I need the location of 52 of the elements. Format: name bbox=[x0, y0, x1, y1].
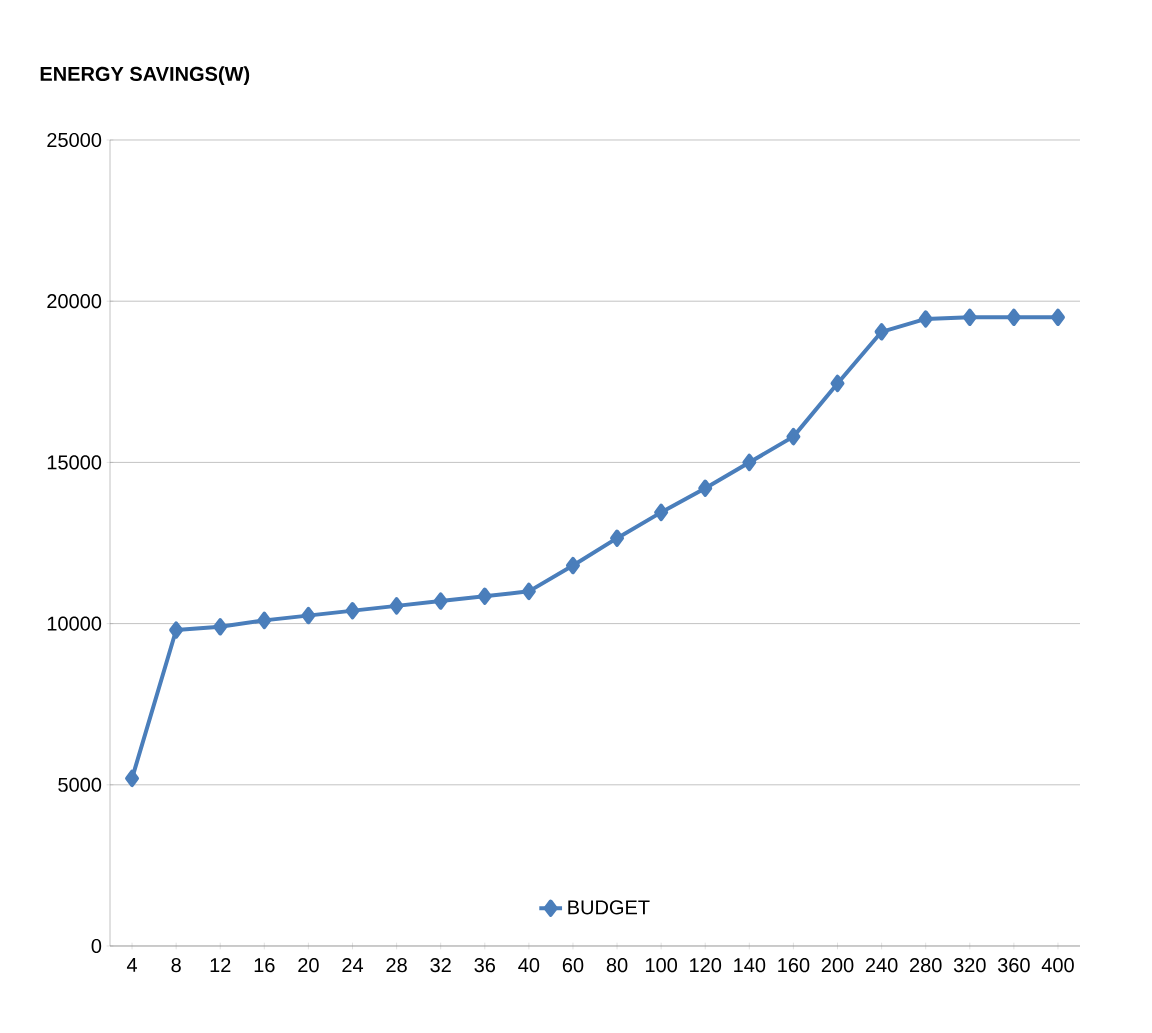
x-tick-label: 80 bbox=[606, 958, 628, 973]
x-tick-label: 4 bbox=[126, 958, 138, 972]
point bbox=[125, 769, 140, 788]
point bbox=[257, 611, 272, 630]
x-tick-label: 100 bbox=[645, 958, 678, 973]
point bbox=[962, 308, 977, 326]
point bbox=[521, 582, 536, 601]
y-tick-label: 15000 bbox=[47, 455, 102, 470]
y-tick-label: 10000 bbox=[47, 616, 102, 631]
point bbox=[874, 323, 889, 341]
point bbox=[1006, 308, 1021, 326]
point bbox=[610, 529, 625, 547]
x-tick-label: 12 bbox=[210, 958, 231, 973]
point bbox=[565, 556, 580, 575]
x-tick-label: 16 bbox=[254, 958, 275, 973]
x-tick-label: 120 bbox=[690, 958, 722, 973]
x-tick-label: 60 bbox=[562, 958, 584, 973]
point bbox=[786, 427, 801, 446]
point bbox=[345, 602, 360, 620]
x-tick-label: 280 bbox=[910, 958, 942, 973]
x-tick-label: 200 bbox=[821, 958, 854, 973]
x-tick-label: 36 bbox=[474, 958, 496, 973]
point bbox=[918, 310, 933, 328]
y-tick-label: 0 bbox=[91, 938, 102, 954]
point bbox=[1050, 308, 1065, 326]
x-tick-label: 40 bbox=[518, 958, 540, 973]
point bbox=[389, 597, 404, 615]
point bbox=[654, 503, 669, 522]
y-tick-label: 5000 bbox=[58, 777, 102, 792]
y-tick-label: 20000 bbox=[47, 294, 102, 309]
point bbox=[830, 374, 845, 393]
point bbox=[213, 618, 228, 636]
x-tick-label: 400 bbox=[1041, 958, 1074, 973]
x-tick-label: 360 bbox=[997, 958, 1030, 973]
chart-title: ENERGY SAVINGS(W) bbox=[40, 66, 250, 85]
x-tick-label: 160 bbox=[778, 958, 810, 973]
x-tick-label: 140 bbox=[734, 958, 766, 973]
y-tick-label: 25000 bbox=[47, 132, 102, 148]
x-tick-label: 320 bbox=[953, 958, 986, 973]
x-tick-label: 28 bbox=[386, 958, 407, 973]
point bbox=[477, 587, 492, 605]
x-tick-label: 32 bbox=[430, 958, 451, 973]
x-tick-label: 8 bbox=[171, 958, 181, 973]
point bbox=[169, 621, 184, 639]
legend-label: BUDGET bbox=[568, 900, 650, 915]
x-tick-label: 240 bbox=[865, 958, 898, 973]
point bbox=[698, 479, 713, 497]
x-tick-label: 24 bbox=[342, 958, 364, 973]
point bbox=[742, 453, 757, 472]
point bbox=[433, 592, 448, 610]
point bbox=[301, 606, 316, 625]
x-tick-label: 20 bbox=[298, 958, 319, 973]
